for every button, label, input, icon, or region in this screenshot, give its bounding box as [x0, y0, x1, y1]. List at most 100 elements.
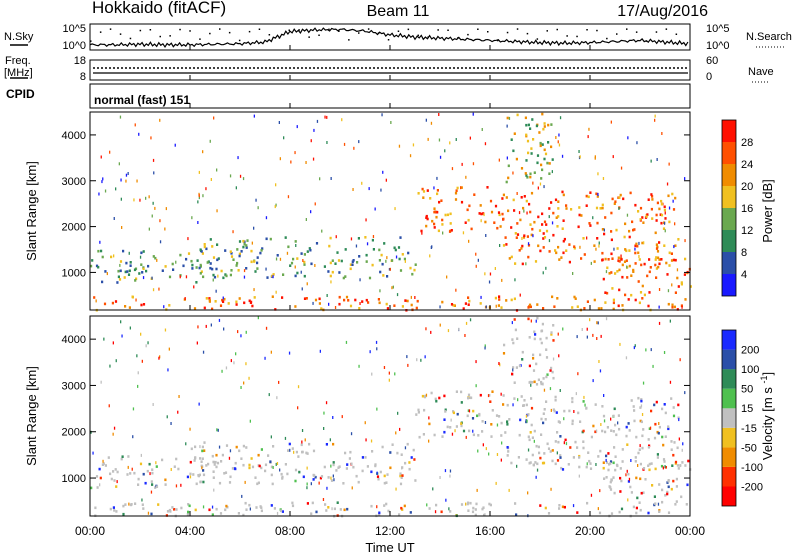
range-cell	[371, 450, 374, 453]
range-cell	[443, 394, 446, 398]
range-cell	[235, 303, 238, 306]
range-cell	[469, 501, 472, 505]
range-cell	[422, 196, 425, 199]
range-cell	[142, 303, 146, 306]
range-cell	[624, 293, 627, 297]
range-cell	[631, 220, 634, 224]
range-cell	[677, 416, 680, 420]
range-cell	[655, 247, 659, 250]
range-cell	[482, 506, 485, 509]
range-cell	[545, 348, 548, 351]
range-cell	[456, 186, 459, 190]
range-cell	[684, 391, 686, 395]
range-cell	[245, 362, 247, 366]
range-cell	[526, 419, 528, 423]
range-cell	[543, 236, 547, 239]
range-cell	[658, 207, 661, 211]
range-cell	[586, 300, 589, 303]
range-cell	[98, 192, 100, 196]
range-cell	[319, 476, 322, 480]
range-cell	[168, 304, 171, 307]
range-cell	[618, 288, 621, 292]
range-cell	[582, 237, 585, 240]
range-cell	[621, 275, 624, 279]
range-cell	[182, 264, 185, 268]
range-cell	[137, 477, 140, 481]
range-cell	[242, 444, 245, 448]
range-cell	[279, 468, 281, 472]
range-cell	[635, 435, 638, 439]
range-cell	[671, 303, 674, 307]
range-cell	[606, 266, 609, 270]
range-cell	[222, 276, 225, 280]
range-cell	[211, 454, 214, 458]
range-cell	[684, 257, 687, 261]
range-cell	[390, 121, 392, 124]
range-cell	[500, 421, 503, 425]
range-cell	[484, 344, 486, 348]
range-cell	[562, 251, 565, 255]
noise-ytick-top-left: 10^5	[62, 23, 86, 35]
range-cell	[255, 506, 258, 509]
range-cell	[306, 250, 309, 253]
range-cell	[607, 468, 610, 472]
range-cell	[137, 371, 139, 375]
nsearch-point	[635, 31, 638, 33]
range-cell	[543, 125, 546, 128]
range-cell	[361, 469, 364, 473]
range-cell	[499, 363, 501, 367]
range-cell	[587, 135, 589, 139]
nsky-series-line	[89, 27, 689, 49]
range-cell	[456, 412, 459, 416]
range-cell	[614, 200, 617, 203]
range-cell	[272, 466, 274, 469]
range-cell	[164, 265, 167, 268]
range-cell	[648, 291, 651, 294]
range-cell	[258, 464, 261, 468]
range-cell	[607, 452, 610, 455]
range-cell	[473, 193, 476, 196]
range-cell	[332, 463, 335, 467]
range-cell	[603, 477, 606, 480]
range-cell	[151, 471, 154, 475]
range-cell	[352, 465, 355, 469]
range-cell	[121, 334, 123, 338]
colorbar-swatch	[722, 330, 736, 350]
range-cell	[440, 199, 443, 202]
range-cell	[583, 253, 586, 256]
range-cell	[383, 366, 386, 369]
nsearch-point	[616, 33, 618, 35]
range-cell	[535, 475, 537, 479]
range-cell	[538, 229, 542, 232]
range-cell	[554, 249, 557, 252]
range-cell	[297, 385, 300, 389]
range-cell	[273, 507, 276, 510]
range-cell	[267, 454, 270, 457]
range-cell	[561, 190, 564, 194]
range-cell	[436, 210, 439, 214]
range-cell	[641, 413, 644, 416]
colorbar-tick-label: 16	[741, 203, 753, 215]
range-cell	[576, 335, 578, 339]
range-cell	[133, 268, 137, 272]
range-cell	[499, 244, 501, 247]
range-cell	[246, 239, 249, 242]
velocity-unit-close: ]	[760, 372, 775, 376]
range-cell	[356, 261, 359, 264]
range-cell	[447, 329, 450, 333]
range-cell	[260, 466, 263, 470]
range-cell	[550, 201, 553, 204]
range-cell	[639, 462, 642, 466]
range-cell	[294, 265, 296, 269]
range-cell	[371, 263, 374, 267]
range-cell	[449, 474, 451, 478]
range-cell	[541, 168, 544, 172]
range-cell	[420, 229, 423, 233]
range-cell	[144, 481, 147, 485]
range-cell	[265, 326, 268, 330]
range-cell	[680, 495, 683, 499]
range-cell	[217, 428, 219, 432]
range-cell	[329, 261, 332, 265]
range-cell	[542, 412, 545, 415]
range-cell	[687, 459, 690, 463]
